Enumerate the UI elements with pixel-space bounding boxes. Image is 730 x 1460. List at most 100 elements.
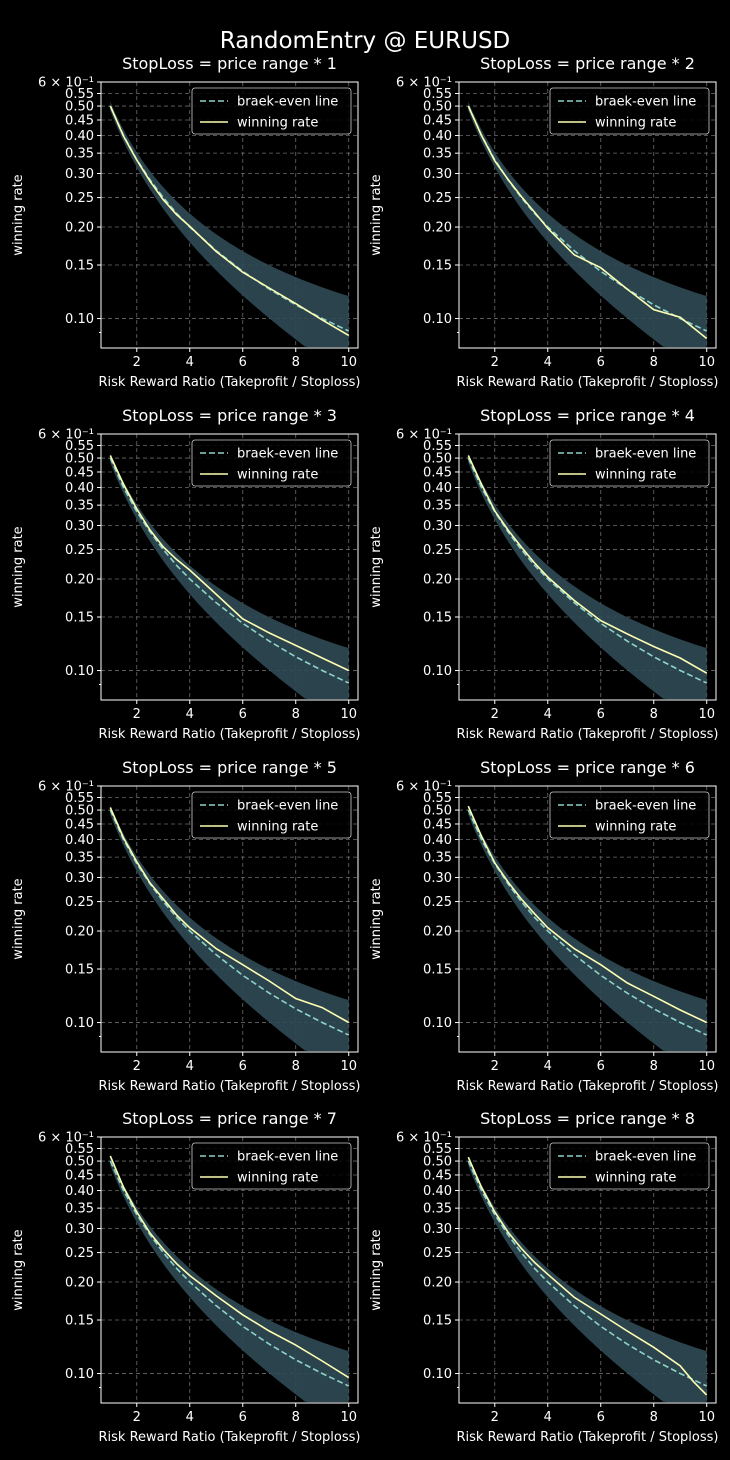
y-tick-label: 0.45 xyxy=(423,817,452,832)
legend-label: braek-even line xyxy=(237,799,338,814)
y-tick-label: 0.45 xyxy=(65,817,94,832)
x-tick-label: 10 xyxy=(698,707,715,722)
winning-rate-line xyxy=(467,455,708,674)
y-axis-label: winning rate xyxy=(369,878,384,959)
subplot-title: StopLoss = price range * 5 xyxy=(122,758,337,777)
y-tick-label: 0.30 xyxy=(423,167,452,182)
y-tick-label: 0.45 xyxy=(65,113,94,128)
y-tick-label: 0.30 xyxy=(65,871,94,886)
axes-frame xyxy=(100,1136,359,1404)
legend-label: winning rate xyxy=(595,116,676,131)
x-tick-label: 8 xyxy=(292,1059,300,1074)
y-tick-label: 0.30 xyxy=(423,871,452,886)
y-tick-label: 0.10 xyxy=(65,1367,94,1382)
x-tick-label: 10 xyxy=(340,707,357,722)
subplot-title: StopLoss = price range * 2 xyxy=(480,54,695,73)
axes-frame xyxy=(100,433,359,701)
y-tick-label: 0.55 xyxy=(65,87,94,102)
subplot-title: StopLoss = price range * 8 xyxy=(480,1109,695,1128)
confidence-band xyxy=(110,101,349,348)
y-tick-label: 0.20 xyxy=(65,221,94,236)
x-axis-label: Risk Reward Ratio (Takeprofit / Stoploss… xyxy=(457,1430,719,1445)
y-tick-label: 0.15 xyxy=(65,1314,94,1329)
y-tick-label: 0.40 xyxy=(65,1184,94,1199)
axes-frame xyxy=(458,1136,717,1404)
y-tick-label: 0.30 xyxy=(423,519,452,534)
y-tick-label: 0.20 xyxy=(65,573,94,588)
y-tick-label: 0.50 xyxy=(423,100,452,115)
y-tick-label: 0.25 xyxy=(65,1246,94,1261)
y-tick-label: 0.40 xyxy=(423,1184,452,1199)
y-tick-label: 6 × 10⁻¹ xyxy=(396,780,452,795)
y-axis-label: winning rate xyxy=(369,1229,384,1310)
y-tick-label: 0.55 xyxy=(65,1142,94,1157)
legend-box xyxy=(549,87,710,135)
x-axis-label: Risk Reward Ratio (Takeprofit / Stoploss… xyxy=(99,1430,361,1445)
legend-label: braek-even line xyxy=(595,447,696,462)
confidence-band xyxy=(468,1156,707,1403)
y-tick-label: 0.55 xyxy=(423,1142,452,1157)
confidence-band xyxy=(110,453,349,700)
y-tick-label: 0.35 xyxy=(423,1202,452,1217)
y-tick-label: 0.15 xyxy=(423,963,452,978)
x-axis-label: Risk Reward Ratio (Takeprofit / Stoploss… xyxy=(457,727,719,742)
subplot-5: StopLoss = price range * 5 2 4 6 8 10 6 × 10⁻¹… xyxy=(11,758,360,1094)
legend-box xyxy=(191,791,352,839)
y-tick-label: 0.40 xyxy=(423,833,452,848)
y-tick-label: 0.15 xyxy=(423,1314,452,1329)
y-tick-label: 0.55 xyxy=(423,439,452,454)
legend-box xyxy=(549,791,710,839)
x-tick-label: 2 xyxy=(491,1410,499,1425)
y-tick-label: 0.55 xyxy=(65,791,94,806)
y-tick-label: 0.25 xyxy=(423,191,452,206)
y-tick-label: 0.35 xyxy=(423,147,452,162)
y-tick-label: 0.10 xyxy=(423,664,452,679)
subplot-title: StopLoss = price range * 6 xyxy=(480,758,695,777)
legend-label: winning rate xyxy=(595,468,676,483)
legend-label: braek-even line xyxy=(595,799,696,814)
breakeven-line xyxy=(109,457,350,684)
y-tick-label: 0.25 xyxy=(65,895,94,910)
legend-label: braek-even line xyxy=(237,1150,338,1165)
x-tick-label: 8 xyxy=(650,1410,658,1425)
y-tick-label: 0.45 xyxy=(65,1168,94,1183)
x-tick-label: 4 xyxy=(186,1410,194,1425)
y-tick-label: 0.10 xyxy=(423,312,452,327)
subplot-title: StopLoss = price range * 4 xyxy=(480,406,695,425)
y-tick-label: 6 × 10⁻¹ xyxy=(396,1131,452,1146)
x-tick-label: 10 xyxy=(340,355,357,370)
x-tick-label: 4 xyxy=(544,1410,552,1425)
y-tick-label: 0.40 xyxy=(65,129,94,144)
x-tick-label: 2 xyxy=(133,1410,141,1425)
figure-title: RandomEntry @ EURUSD xyxy=(220,28,511,54)
x-tick-label: 4 xyxy=(186,707,194,722)
subplot-6: StopLoss = price range * 6 2 4 6 8 10 6 × 10⁻¹… xyxy=(369,758,718,1094)
confidence-band xyxy=(110,805,349,1052)
x-tick-label: 4 xyxy=(544,355,552,370)
y-tick-label: 0.15 xyxy=(65,611,94,626)
x-tick-label: 8 xyxy=(650,1059,658,1074)
y-tick-label: 6 × 10⁻¹ xyxy=(38,1131,94,1146)
legend-box xyxy=(191,1142,352,1190)
y-tick-label: 0.40 xyxy=(65,833,94,848)
y-tick-label: 0.25 xyxy=(423,895,452,910)
y-tick-label: 0.30 xyxy=(65,519,94,534)
axes-frame xyxy=(100,81,359,349)
y-tick-label: 0.40 xyxy=(65,481,94,496)
y-tick-label: 6 × 10⁻¹ xyxy=(396,428,452,443)
subplot-grid: StopLoss = price range * 1 2 4 6 8 10 6 × 10⁻¹… xyxy=(11,54,718,1445)
winning-rate-line xyxy=(109,807,350,1024)
winning-rate-line xyxy=(467,805,708,1024)
x-tick-label: 8 xyxy=(650,707,658,722)
subplot-2: StopLoss = price range * 2 2 4 6 8 10 6 × 10⁻¹… xyxy=(369,54,718,390)
y-tick-label: 0.10 xyxy=(423,1016,452,1031)
winning-rate-line xyxy=(109,105,350,337)
x-tick-label: 8 xyxy=(292,1410,300,1425)
legend-box xyxy=(549,1142,710,1190)
y-tick-label: 0.50 xyxy=(65,100,94,115)
x-tick-label: 2 xyxy=(133,355,141,370)
legend-label: winning rate xyxy=(237,468,318,483)
winning-rate-line xyxy=(467,105,708,340)
legend-label: braek-even line xyxy=(595,1150,696,1165)
y-tick-label: 0.10 xyxy=(65,1016,94,1031)
